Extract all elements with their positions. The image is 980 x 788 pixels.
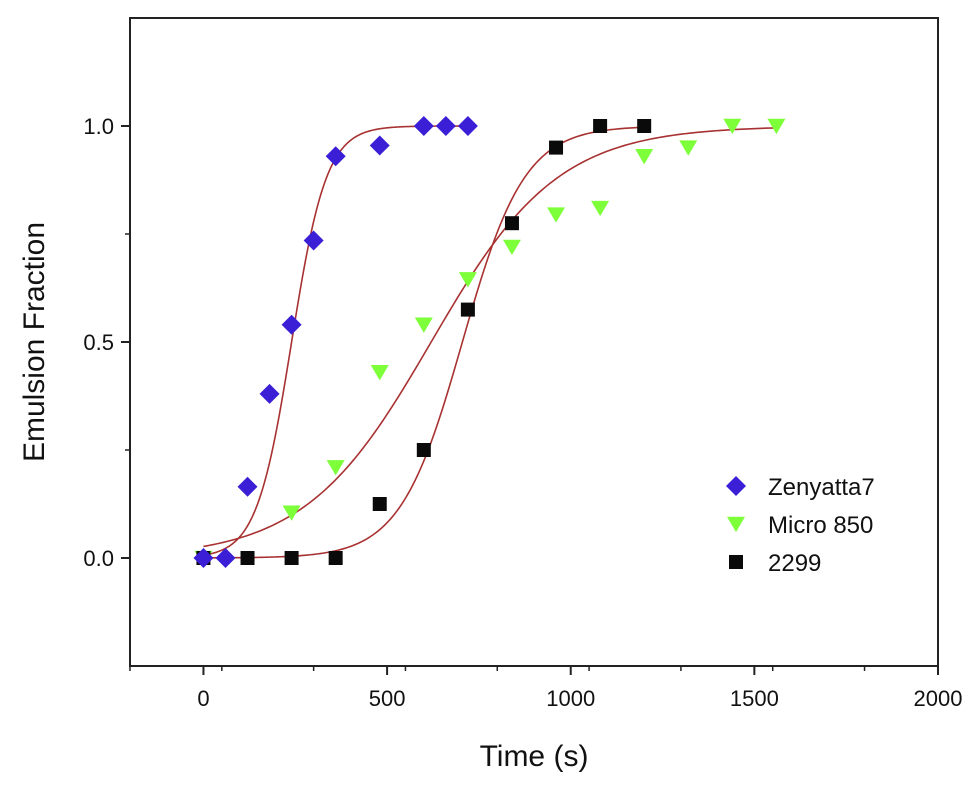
x-tick-label: 500 bbox=[369, 686, 406, 711]
x-axis-title: Time (s) bbox=[480, 740, 589, 773]
fit-curve-2299 bbox=[203, 126, 645, 559]
data-point bbox=[460, 302, 475, 317]
data-point bbox=[328, 551, 343, 565]
data-point bbox=[502, 239, 521, 256]
data-point bbox=[547, 207, 566, 223]
data-point bbox=[326, 460, 345, 476]
data-point bbox=[325, 146, 346, 167]
y-tick-label: 0.0 bbox=[83, 546, 114, 571]
legend-label: Micro 850 bbox=[768, 512, 873, 539]
data-point bbox=[458, 272, 477, 288]
data-point bbox=[637, 119, 652, 133]
legend-marker bbox=[727, 516, 745, 533]
data-point bbox=[240, 551, 255, 565]
legend-label: Zenyatta7 bbox=[768, 474, 875, 501]
fit-curves bbox=[203, 125, 777, 559]
data-point bbox=[504, 216, 519, 231]
data-point bbox=[413, 116, 434, 136]
data-point bbox=[549, 140, 564, 155]
data-point bbox=[281, 314, 302, 335]
data-point bbox=[193, 548, 214, 568]
data-point bbox=[370, 365, 389, 381]
data-point bbox=[593, 119, 608, 133]
data-point bbox=[282, 505, 301, 521]
legend-marker bbox=[729, 555, 743, 569]
data-point bbox=[215, 548, 236, 568]
data-point bbox=[723, 118, 742, 135]
data-point bbox=[237, 476, 258, 497]
data-point bbox=[679, 140, 698, 156]
series-2299 bbox=[196, 119, 652, 565]
legend-label: 2299 bbox=[768, 550, 821, 577]
data-point bbox=[457, 116, 478, 136]
data-point bbox=[416, 443, 431, 457]
data-point bbox=[591, 200, 610, 217]
data-point bbox=[369, 135, 390, 156]
y-axis-title: Emulsion Fraction bbox=[18, 222, 51, 462]
series-micro-850 bbox=[194, 118, 786, 567]
legend-marker bbox=[726, 476, 746, 496]
data-point bbox=[372, 497, 387, 511]
data-point bbox=[414, 317, 433, 333]
data-point bbox=[435, 116, 456, 136]
x-tick-label: 2000 bbox=[914, 686, 963, 711]
data-point bbox=[303, 230, 324, 251]
y-tick-label: 0.5 bbox=[83, 330, 114, 355]
x-tick-label: 1500 bbox=[730, 686, 779, 711]
fit-curve-micro-850 bbox=[203, 127, 777, 548]
data-point bbox=[259, 383, 280, 404]
x-tick-label: 0 bbox=[197, 686, 209, 711]
data-point bbox=[284, 551, 299, 565]
data-point bbox=[635, 149, 654, 165]
axis-ticks: 0 500 1000 1500 2000 0.0 0.5 1.0 bbox=[83, 114, 962, 711]
data-point bbox=[767, 118, 786, 135]
x-tick-label: 1000 bbox=[546, 686, 595, 711]
y-tick-label: 1.0 bbox=[83, 114, 114, 139]
legend: Zenyatta7 Micro 850 2299 bbox=[726, 474, 875, 577]
series-zenyatta7 bbox=[193, 116, 478, 568]
data-points bbox=[193, 116, 786, 568]
